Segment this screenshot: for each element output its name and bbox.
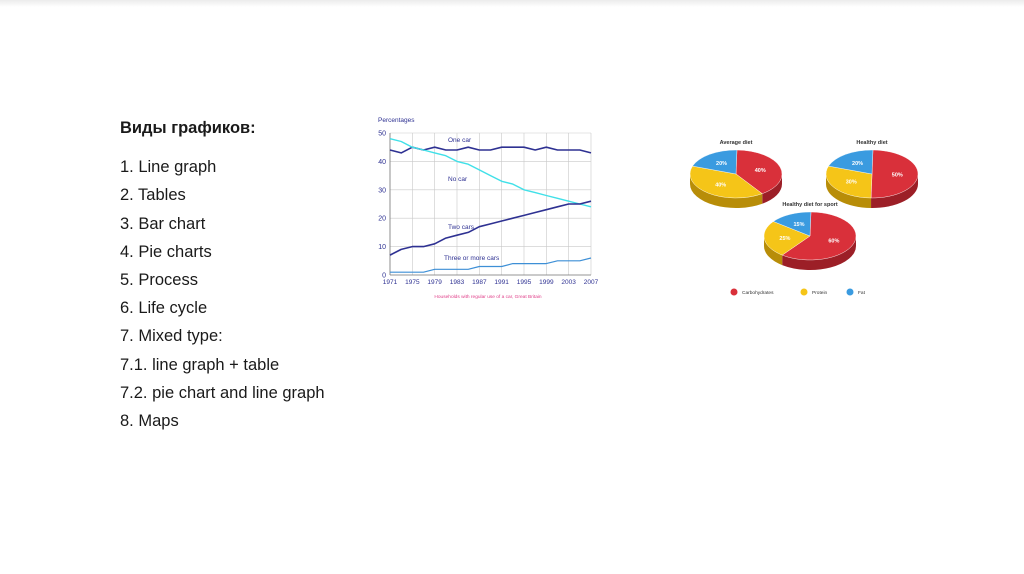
series-label: No car [448,176,468,183]
x-tick-label: 1979 [427,279,442,286]
x-tick-label: 1995 [517,279,532,286]
x-tick-label: 1999 [539,279,554,286]
list-item: 1. Line graph [120,158,217,177]
pie-slice [828,149,874,175]
pie-slice-label: 30% [846,180,857,186]
pie-slice-label: 15% [793,222,804,228]
list-item: 5. Process [120,271,198,290]
pie-slice-label: 40% [755,168,766,174]
x-tick-label: 1987 [472,279,487,286]
pie-slice-label: 25% [779,236,790,242]
list-item: 4. Pie charts [120,242,212,261]
list-item: 6. Life cycle [120,299,208,318]
pie-slice [692,149,738,175]
pie-slice [763,221,811,256]
pie-slice-side [871,174,918,208]
legend-label: Carbohydrates [742,290,774,296]
legend-swatch [800,288,808,296]
y-tick-label: 30 [378,187,386,194]
y-tick-label: 50 [378,131,386,138]
y-tick-label: 40 [378,159,386,166]
x-tick-label: 1991 [494,279,509,286]
pie-slice-label: 50% [892,172,903,178]
legend-swatch [846,288,854,296]
pie-slice [781,211,857,261]
series-line [390,257,592,273]
series-line [389,138,592,208]
x-tick-label: 2003 [561,279,576,286]
legend-swatch [730,288,738,296]
list-item: 3. Bar chart [120,214,206,233]
list-item: 2. Tables [120,186,186,205]
pie-slice [772,211,812,237]
x-tick-label: 1971 [383,279,398,286]
pie-slice-side [690,174,763,208]
pie-slice-label: 20% [716,161,727,167]
y-tick-label: 20 [378,216,386,223]
pie-slice-label: 20% [852,161,863,167]
y-axis-label: Percentages [378,117,415,124]
pie-slice [870,149,919,199]
pie-slice [825,165,873,199]
diet-pie-charts: Average diet 40% 40% 20% Healthy diet 50% 30% 2… [690,140,919,296]
y-tick-label: 10 [378,244,386,251]
pie-title: Healthy diet [856,140,887,146]
y-tick-label: 0 [382,273,386,280]
legend-label: Fat [858,290,866,296]
list-item: 7. Mixed type: [120,327,223,346]
legend-label: Protein [812,290,828,296]
pie-slice-label: 40% [715,183,726,189]
pie-title: Healthy diet for sport [782,202,837,208]
pie-slice-label: 60% [828,238,839,244]
x-tick-label: 1983 [450,279,465,286]
pie-title: Average diet [720,140,753,146]
pie-slice-side [762,174,782,204]
pie-slice [735,149,783,194]
list-item: 7.2. pie chart and line graph [120,383,325,402]
pie-slice-side [826,174,872,208]
car-ownership-line-chart: Percentages 0 10 20 30 40 50 1971 1975 1979 1983 19… [378,117,599,300]
list-item: 8. Maps [120,412,179,431]
series-label: Two cars [448,224,475,231]
series-line [389,200,592,256]
pie-slice [690,165,763,199]
chart-types-list: Виды графиков: 1. Line graph 2. Tables 3… [120,114,325,435]
list-heading: Виды графиков: [120,119,256,137]
x-tick-label: 1975 [405,279,420,286]
list-item: 7.1. line graph + table [120,355,280,374]
pie-slice-side [782,236,856,270]
chart-caption: Households with regular use of a car, Gr… [434,294,542,300]
series-label: Three or more cars [444,255,500,262]
series-line [389,146,592,154]
x-tick-label: 2007 [584,279,599,286]
series-label: One car [448,137,472,144]
slide-top-shadow [0,0,1024,7]
